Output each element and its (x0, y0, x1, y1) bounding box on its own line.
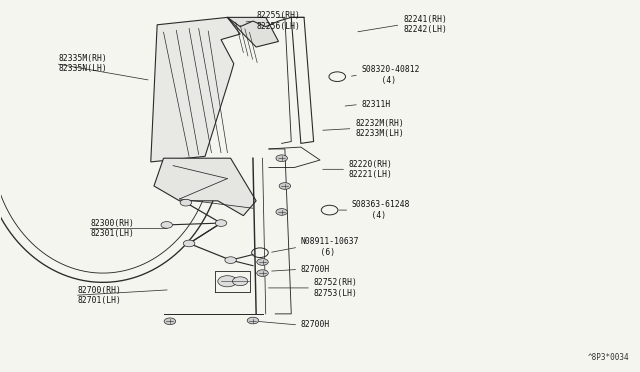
Circle shape (276, 155, 287, 161)
Text: N08911-10637
    (6): N08911-10637 (6) (301, 237, 359, 257)
Text: 82700(RH)
82701(LH): 82700(RH) 82701(LH) (77, 286, 121, 305)
Circle shape (279, 183, 291, 189)
Circle shape (276, 209, 287, 215)
Circle shape (247, 317, 259, 324)
Circle shape (257, 270, 268, 276)
Circle shape (232, 277, 248, 286)
Text: S08363-61248
    (4): S08363-61248 (4) (352, 201, 410, 220)
Circle shape (161, 222, 173, 228)
Polygon shape (151, 17, 240, 162)
Text: 82300(RH)
82301(LH): 82300(RH) 82301(LH) (90, 219, 134, 238)
Polygon shape (227, 17, 278, 47)
Circle shape (257, 259, 268, 265)
Circle shape (225, 257, 236, 263)
Circle shape (215, 220, 227, 227)
Circle shape (164, 318, 175, 325)
Text: ^8P3*0034: ^8P3*0034 (588, 353, 630, 362)
Text: 82752(RH)
82753(LH): 82752(RH) 82753(LH) (314, 278, 358, 298)
Circle shape (218, 276, 237, 287)
Text: 82232M(RH)
82233M(LH): 82232M(RH) 82233M(LH) (355, 119, 404, 138)
Text: 82255(RH)
82256(LH): 82255(RH) 82256(LH) (256, 12, 300, 31)
Circle shape (183, 240, 195, 247)
Text: 82700H: 82700H (301, 321, 330, 330)
Text: 82220(RH)
82221(LH): 82220(RH) 82221(LH) (349, 160, 392, 179)
Polygon shape (154, 158, 256, 216)
Text: S08320-40812
    (4): S08320-40812 (4) (362, 65, 420, 84)
Text: 82241(RH)
82242(LH): 82241(RH) 82242(LH) (403, 15, 447, 35)
Text: 82700H: 82700H (301, 265, 330, 274)
Text: 82311H: 82311H (362, 100, 391, 109)
Text: 82335M(RH)
82335N(LH): 82335M(RH) 82335N(LH) (58, 54, 107, 73)
Circle shape (180, 199, 191, 206)
